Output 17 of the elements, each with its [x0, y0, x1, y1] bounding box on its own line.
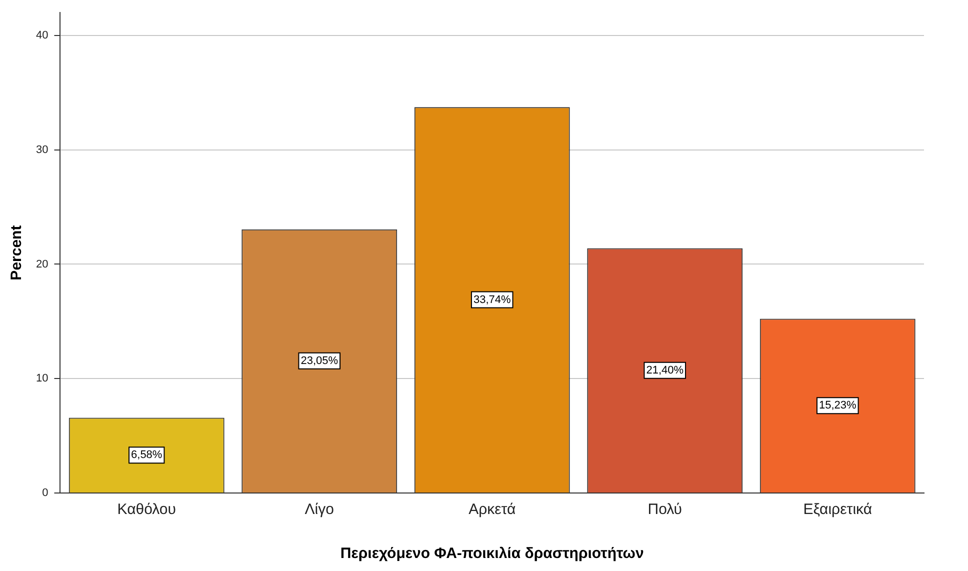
y-tick-label: 10	[36, 372, 48, 385]
y-tick-label: 0	[42, 487, 48, 500]
data-label: 21,40%	[646, 364, 684, 376]
data-label: 15,23%	[818, 400, 856, 412]
data-label: 6,58%	[131, 449, 162, 462]
y-tick-label: 40	[36, 30, 48, 42]
x-tick-label: Εξαιρετικά	[803, 501, 872, 518]
data-label: 33,74%	[473, 294, 511, 306]
x-tick-label: Αρκετά	[468, 501, 516, 518]
data-label: 23,05%	[300, 354, 338, 367]
x-tick-label: Λίγο	[304, 501, 334, 518]
y-tick-label: 20	[36, 258, 48, 270]
x-tick-label: Καθόλου	[117, 501, 176, 518]
y-tick-label: 30	[36, 144, 48, 156]
y-axis-title: Percent	[8, 225, 26, 280]
x-axis-title: Περιεχόμενο ΦΑ-ποικιλία δραστηριοτήτων	[340, 545, 644, 562]
x-tick-label: Πολύ	[648, 501, 682, 518]
